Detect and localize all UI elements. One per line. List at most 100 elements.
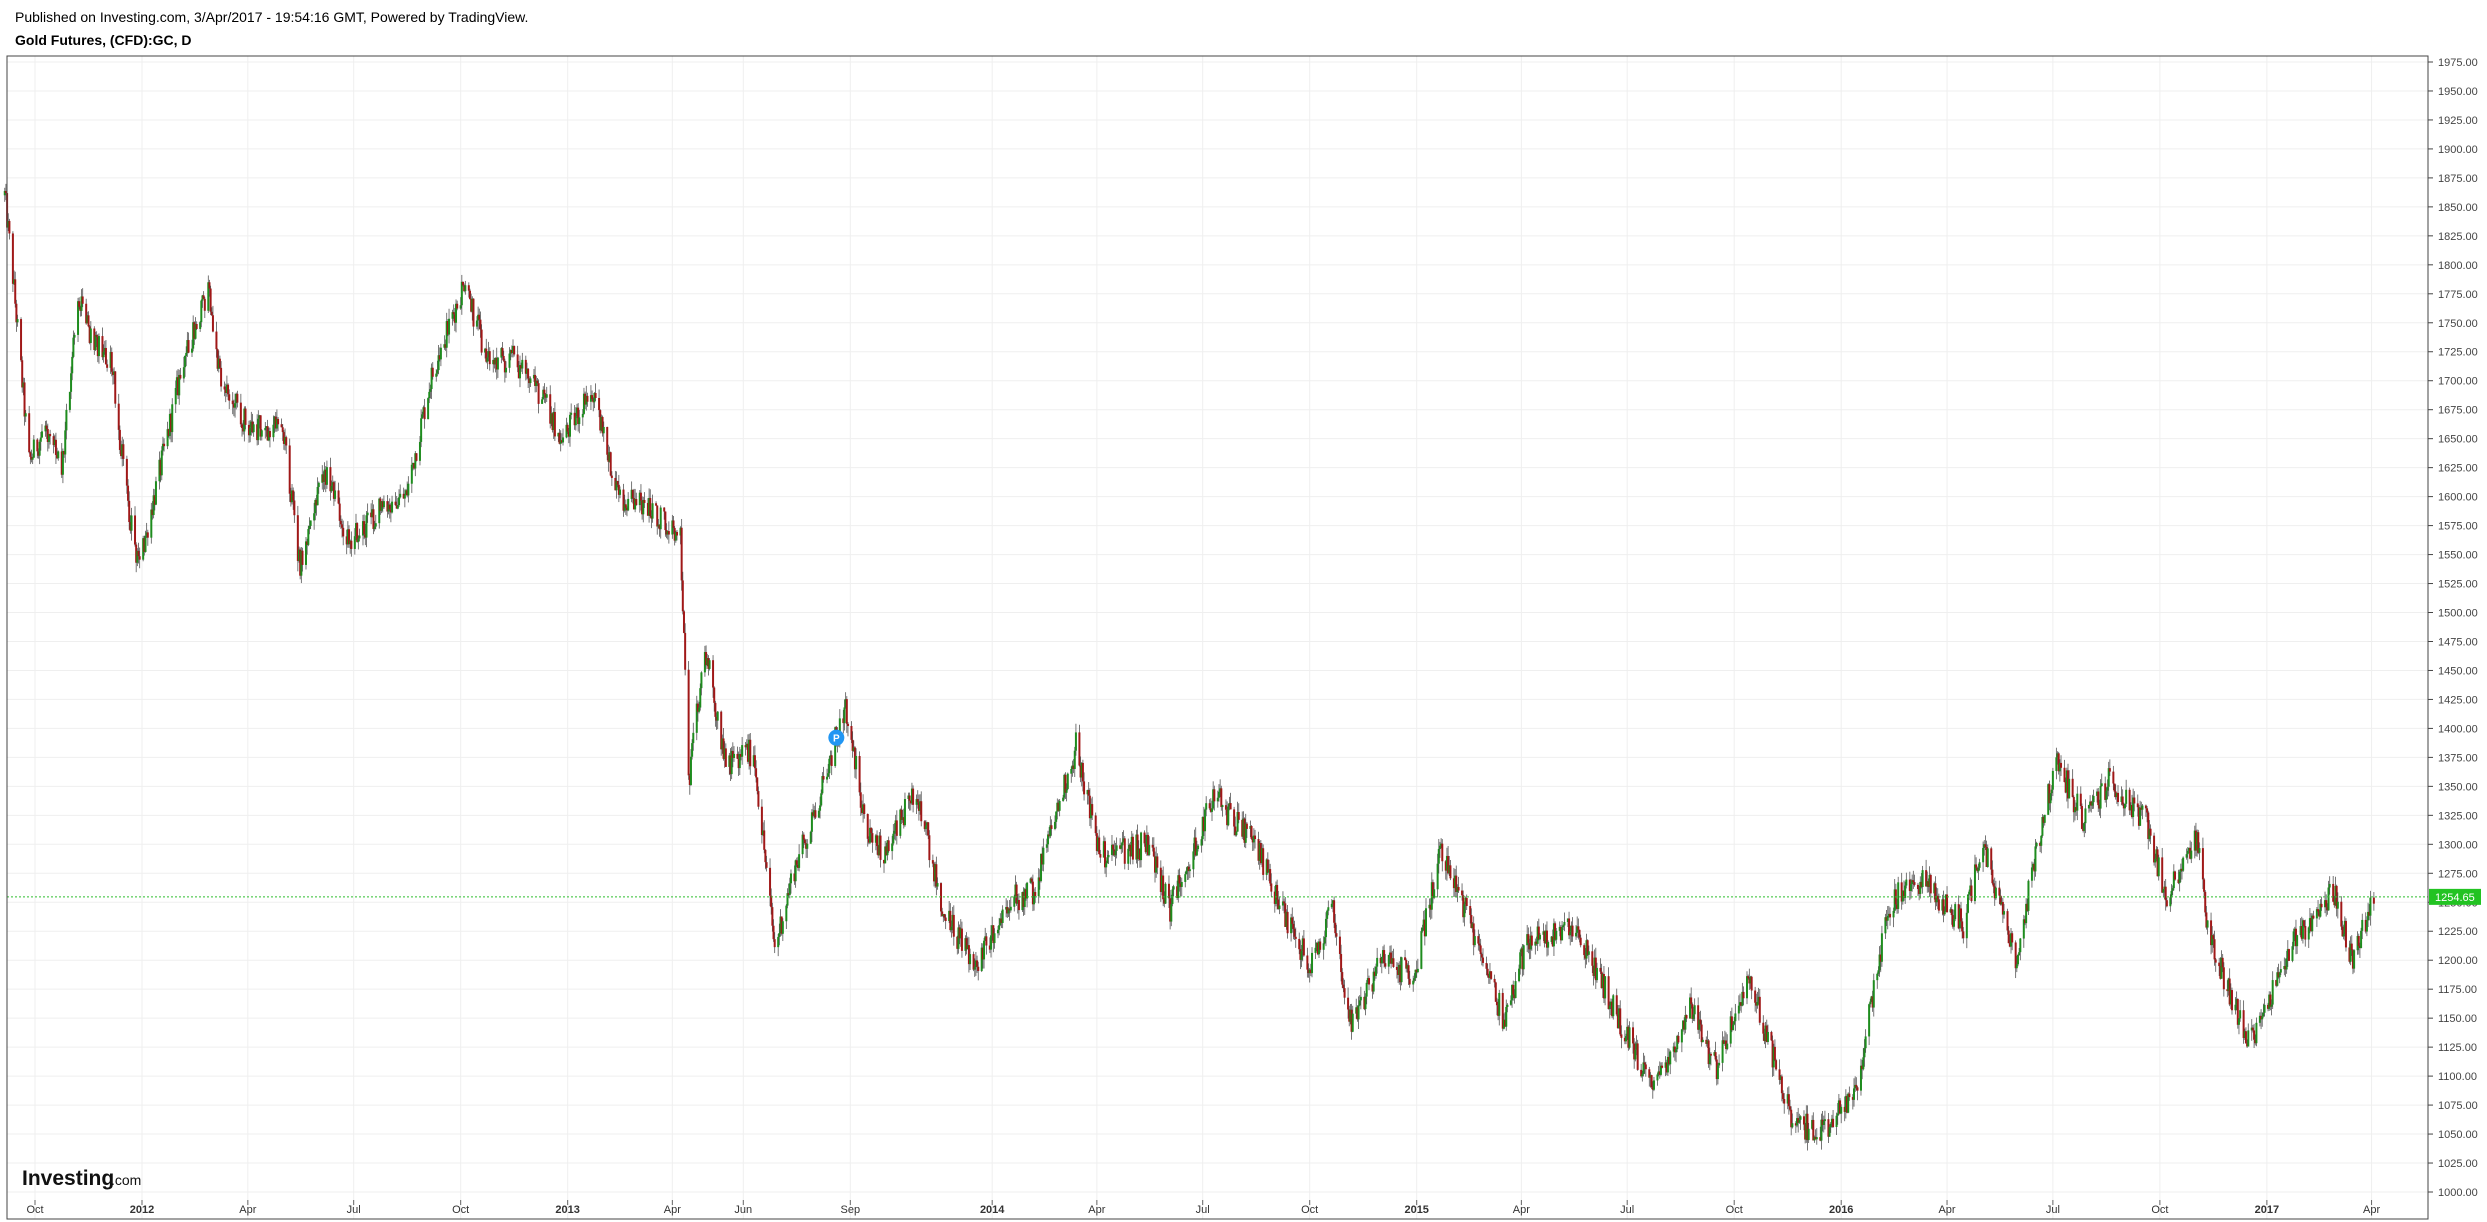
- x-tick-label: Jul: [347, 1204, 361, 1216]
- candle-body: [943, 914, 946, 918]
- x-tick-label: Apr: [664, 1204, 681, 1216]
- candle-body: [844, 699, 847, 708]
- candle-body: [573, 412, 576, 426]
- candle-body: [631, 489, 634, 499]
- candle-body: [395, 505, 398, 509]
- candle-body: [1708, 1053, 1711, 1065]
- candle-body: [2250, 1027, 2253, 1031]
- candle-body: [1257, 839, 1260, 861]
- candle-body: [1347, 997, 1350, 1010]
- candle-body: [2341, 926, 2344, 937]
- candle-body: [293, 500, 296, 516]
- candle-body: [1764, 1025, 1767, 1042]
- candle-body: [1685, 1015, 1688, 1019]
- candle-body: [990, 935, 993, 950]
- candle-body: [301, 550, 304, 565]
- candle-body: [86, 315, 89, 324]
- candle-body: [243, 408, 246, 432]
- candle-body: [251, 421, 254, 433]
- candle-body: [1985, 847, 1988, 867]
- candle-body: [167, 429, 170, 436]
- candle-body: [646, 502, 649, 516]
- candle-body: [2007, 930, 2010, 944]
- candle-body: [1148, 844, 1151, 855]
- candle-body: [2261, 1016, 2264, 1020]
- candle-body: [225, 384, 228, 393]
- candle-body: [965, 938, 968, 950]
- candle-body: [1008, 908, 1011, 911]
- candle-body: [322, 474, 325, 482]
- candle-body: [1273, 891, 1276, 904]
- candle-body: [1184, 874, 1187, 882]
- candle-body: [1335, 933, 1338, 937]
- candle-body: [874, 835, 877, 843]
- candle-body: [1276, 884, 1279, 900]
- candle-body: [1160, 875, 1163, 892]
- candle-body: [696, 703, 699, 712]
- candle-body: [1341, 972, 1344, 985]
- candle-body: [2324, 900, 2327, 908]
- candle-body: [378, 498, 381, 524]
- candle-body: [2315, 909, 2318, 919]
- candle-body: [1504, 1019, 1507, 1027]
- candle-body: [1936, 895, 1939, 900]
- y-tick-label: 1025.00: [2438, 1158, 2478, 1170]
- candle-body: [1299, 949, 1302, 960]
- candle-body: [1911, 880, 1914, 885]
- candle-body: [2056, 753, 2059, 758]
- candle-body: [1412, 980, 1415, 985]
- candle-body: [537, 383, 540, 404]
- candle-body: [524, 359, 527, 374]
- candle-body: [175, 377, 178, 389]
- x-tick-label: Jul: [2046, 1204, 2060, 1216]
- candle-body: [1908, 879, 1911, 891]
- candle-body: [195, 324, 198, 329]
- candle-body: [410, 464, 413, 484]
- candle-body: [1608, 1005, 1611, 1010]
- candle-body: [2075, 807, 2078, 811]
- candle-body: [2213, 939, 2216, 960]
- candle-body: [1772, 1046, 1775, 1068]
- candle-body: [2098, 805, 2101, 809]
- candle-body: [1587, 951, 1590, 955]
- candle-body: [1480, 954, 1483, 958]
- candle-body: [485, 348, 488, 362]
- candle-body: [688, 775, 691, 785]
- candle-body: [1675, 1049, 1678, 1053]
- candle-body: [1452, 878, 1455, 889]
- candle-body: [543, 389, 546, 395]
- candle-body: [1649, 1075, 1652, 1078]
- candle-body: [365, 515, 368, 538]
- y-tick-label: 1350.00: [2438, 781, 2478, 793]
- candle-body: [1048, 834, 1051, 837]
- marker-circle[interactable]: [828, 729, 845, 746]
- candle-body: [1627, 1026, 1630, 1048]
- candle-body: [1204, 809, 1207, 832]
- candle-body: [2214, 959, 2217, 963]
- candle-body: [308, 525, 311, 530]
- candle-body: [892, 833, 895, 844]
- candle-body: [663, 507, 666, 512]
- candle-body: [1229, 803, 1232, 810]
- candle-body: [1844, 1096, 1847, 1112]
- candle-body: [2170, 890, 2173, 898]
- candle-body: [1302, 938, 1305, 956]
- candle-body: [778, 932, 781, 937]
- candle-body: [317, 482, 320, 487]
- candle-body: [371, 509, 374, 518]
- candle-body: [1009, 906, 1012, 911]
- candle-body: [1650, 1075, 1653, 1088]
- candle-body: [52, 436, 55, 446]
- candle-body: [2082, 828, 2085, 831]
- candle-body: [2055, 757, 2058, 771]
- candle-body: [438, 355, 441, 360]
- event-marker[interactable]: P: [828, 729, 845, 746]
- candle-body: [2137, 807, 2140, 826]
- candle-body: [249, 427, 252, 436]
- candle-body: [45, 425, 48, 430]
- candle-body: [1212, 789, 1215, 809]
- candle-body: [2171, 888, 2174, 891]
- candle-body: [259, 415, 262, 437]
- candle-body: [1851, 1097, 1854, 1100]
